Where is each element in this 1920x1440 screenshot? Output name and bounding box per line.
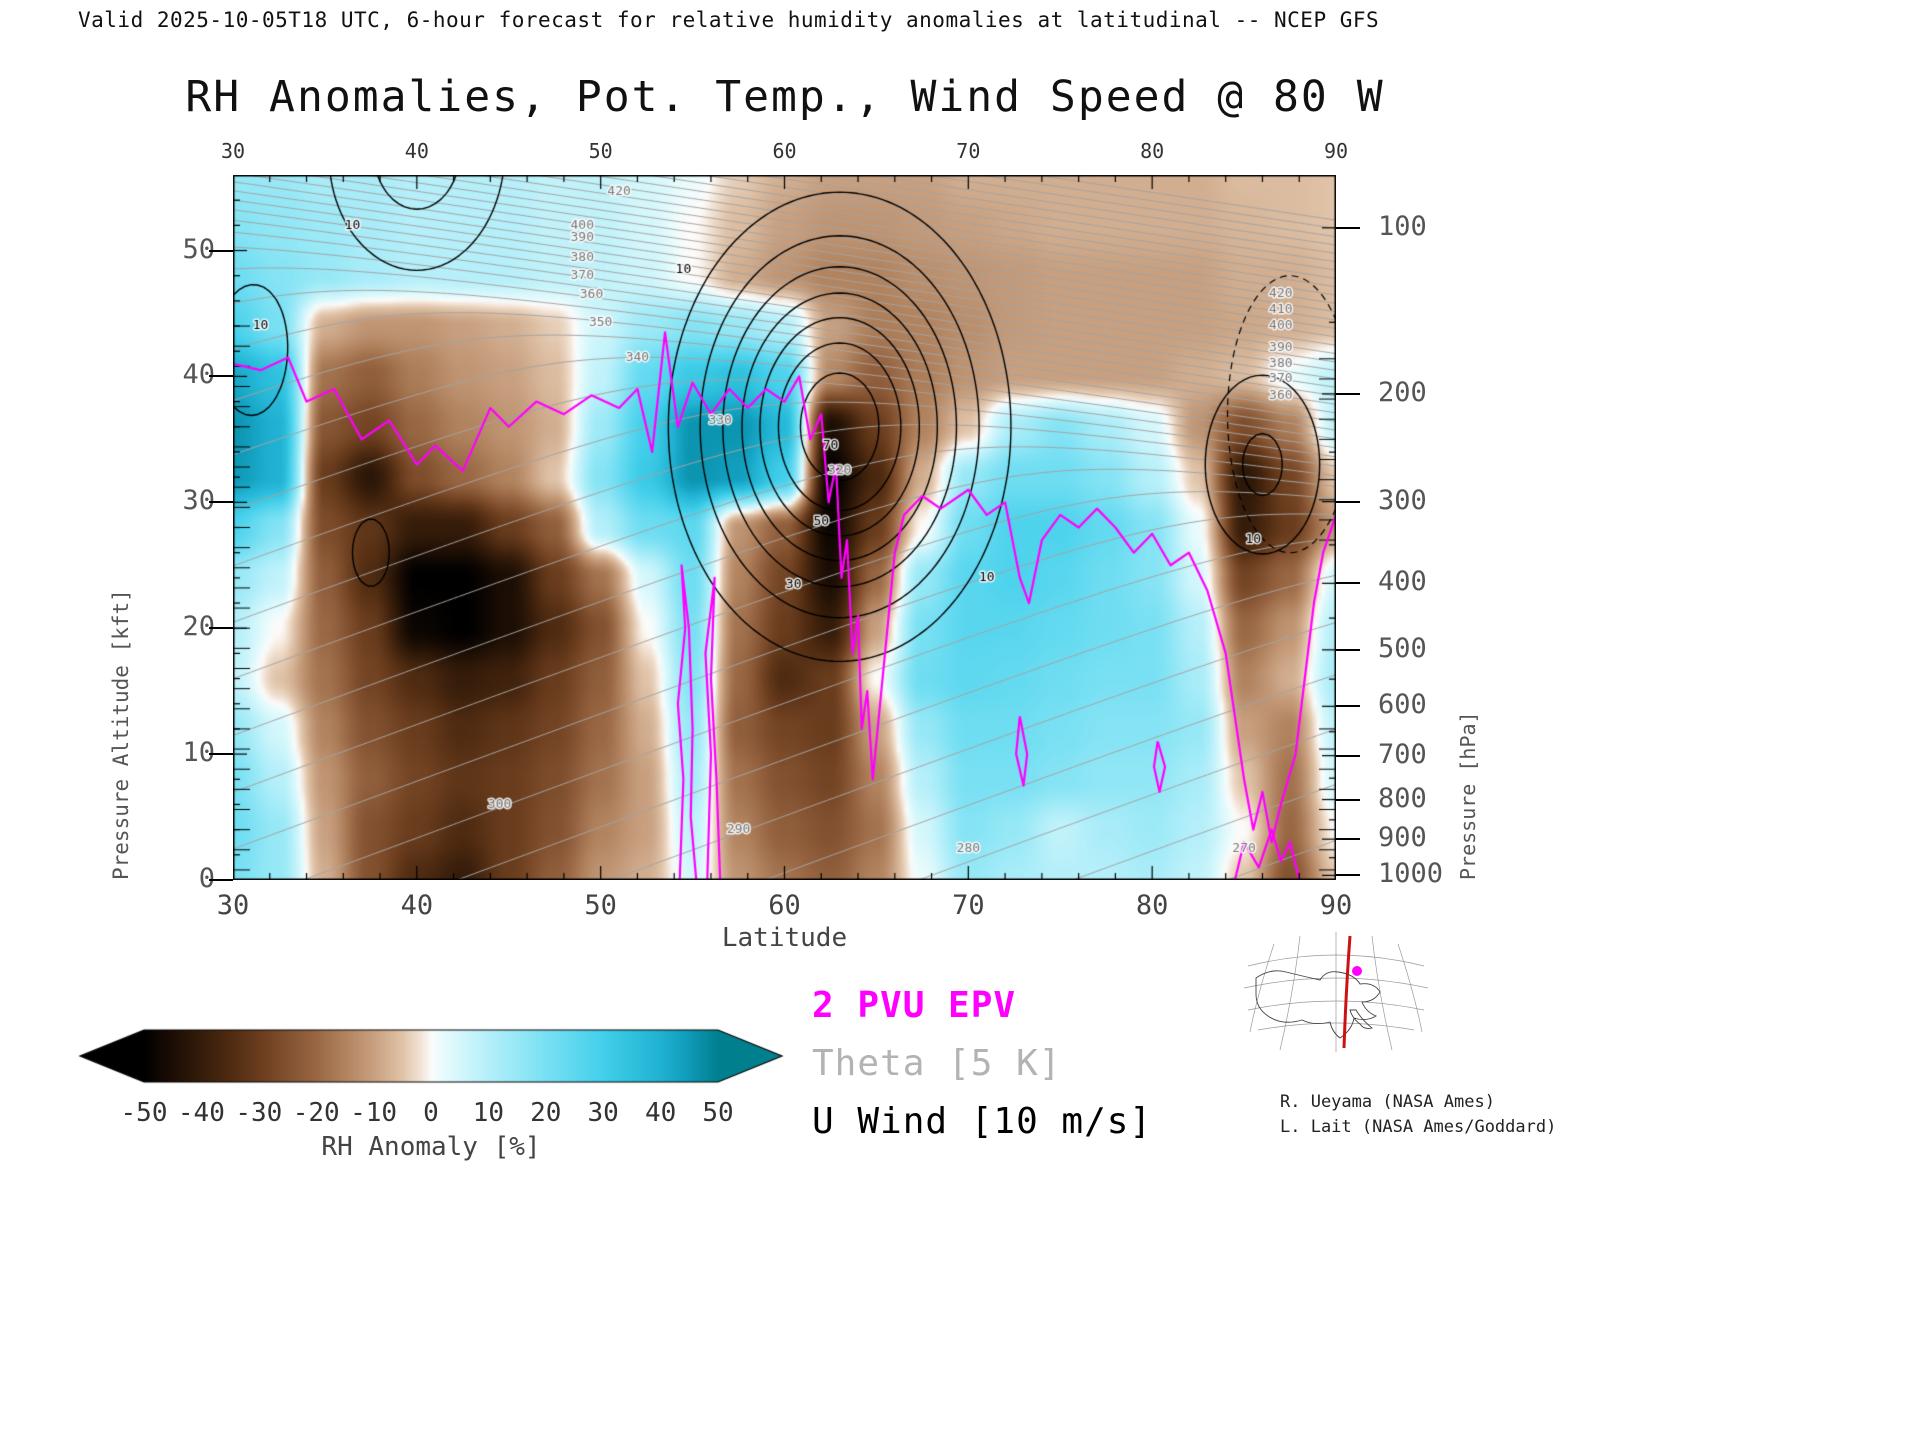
y-left-tick-label: 50 (182, 233, 215, 265)
y-right-tick-label: 100 (1378, 210, 1427, 242)
y-left-tick-mark (209, 627, 233, 630)
x-bottom-tick-label: 90 (1319, 890, 1353, 921)
y-left-tick-mark (209, 249, 233, 252)
page-title: RH Anomalies, Pot. Temp., Wind Speed @ 8… (185, 72, 1385, 122)
credit-line-2: L. Lait (NASA Ames/Goddard) (1280, 1117, 1557, 1137)
x-bottom-tick-label: 60 (768, 890, 801, 921)
y-right-tick-label: 900 (1378, 822, 1427, 854)
y-right-tick-label: 1000 (1378, 858, 1444, 890)
legend-item-1: Theta [5 K] (812, 1043, 1062, 1084)
y-right-tick-label: 400 (1378, 566, 1427, 598)
y-left-tick-label: 10 (182, 737, 215, 769)
y-left-tick-mark (209, 375, 233, 378)
colorbar-tick-label: -50 (120, 1098, 168, 1128)
y-right-tick-label: 800 (1378, 782, 1427, 814)
y-right-tick-mark (1336, 798, 1360, 801)
map-graticule (1243, 932, 1429, 1052)
y-right-tick-mark (1336, 226, 1360, 229)
map-coastline (1255, 970, 1381, 1039)
y-right-tick-mark (1336, 705, 1360, 708)
colorbar-block: -50 -40 -30 -20 -10 0 10 20 30 40 50 RH Anomaly [%… (78, 1026, 784, 1166)
y-right-tick-mark (1336, 874, 1360, 877)
credit-line-1: R. Ueyama (NASA Ames) (1280, 1092, 1495, 1112)
credits: R. Ueyama (NASA Ames) L. Lait (NASA Ames… (1280, 1090, 1556, 1140)
colorbar-tick-label: 40 (644, 1098, 677, 1128)
y-left-tick-mark (209, 753, 233, 756)
y-left-tick-mark (209, 879, 233, 881)
colorbar-title: RH Anomaly [%] (321, 1132, 541, 1162)
x-top-tick-label: 50 (588, 139, 613, 163)
colorbar (78, 1026, 784, 1092)
y-left-tick-mark (209, 501, 233, 504)
y-right-tick-label: 300 (1378, 484, 1427, 516)
rh-anomaly-heatmap-canvas (233, 175, 1336, 880)
legend-item-2: U Wind [10 m/s] (812, 1101, 1153, 1142)
colorbar-tick-label: -10 (350, 1098, 398, 1128)
colorbar-tick-label: 20 (530, 1098, 562, 1128)
y-right-tick-mark (1336, 648, 1360, 651)
cross-section-line (1342, 935, 1352, 1049)
y-right-tick-mark (1336, 392, 1360, 395)
cross-section-plot: Latitude Pressure Altitude [kft] Pressur… (109, 139, 1480, 953)
y-right-tick-mark (1336, 838, 1360, 841)
y-left-tick-label: 20 (182, 611, 215, 643)
y-right-tick-mark (1336, 754, 1360, 757)
location-dot (1352, 966, 1362, 976)
x-bottom-tick-label: 30 (216, 890, 250, 921)
y-right-tick-label: 600 (1378, 689, 1427, 721)
y-right-tick-mark (1336, 500, 1360, 503)
colorbar-tick-label: 50 (702, 1098, 734, 1128)
colorbar-tick-label: 10 (472, 1098, 505, 1128)
y-right-tick-label: 200 (1378, 376, 1427, 408)
x-top-tick-label: 30 (220, 139, 246, 163)
colorbar-tick-label: 0 (423, 1098, 439, 1128)
validity-header: Valid 2025-10-05T18 UTC, 6-hour forecast… (78, 8, 1380, 32)
colorbar-tick-label: 30 (587, 1098, 619, 1128)
y-left-tick-label: 40 (182, 359, 215, 391)
y-left-tick-label: 0 (198, 863, 215, 894)
y-left-tick-label: 30 (182, 485, 215, 517)
colorbar-tick-label: -20 (292, 1098, 340, 1128)
x-top-tick-label: 60 (772, 139, 797, 163)
colorbar-tick-label: -30 (235, 1098, 283, 1128)
x-bottom-tick-label: 80 (1135, 890, 1169, 921)
y-right-axis-title: Pressure [hPa] (1456, 711, 1480, 880)
map-inset (1243, 932, 1429, 1052)
x-bottom-tick-label: 40 (400, 890, 434, 921)
y-right-tick-mark (1336, 582, 1360, 585)
colorbar-tick-label: -40 (177, 1098, 225, 1128)
x-bottom-tick-label: 70 (952, 890, 985, 921)
x-top-tick-label: 70 (956, 139, 981, 163)
legend-item-0: 2 PVU EPV (812, 985, 1017, 1026)
x-bottom-tick-label: 50 (584, 890, 617, 921)
y-right-tick-label: 700 (1378, 738, 1427, 770)
x-top-tick-label: 90 (1323, 139, 1349, 163)
x-axis-title: Latitude (721, 923, 848, 953)
x-top-tick-label: 40 (404, 139, 429, 163)
y-right-tick-label: 500 (1378, 632, 1427, 664)
x-top-tick-label: 80 (1140, 139, 1165, 163)
y-left-axis-title: Pressure Altitude [kft] (109, 589, 133, 880)
